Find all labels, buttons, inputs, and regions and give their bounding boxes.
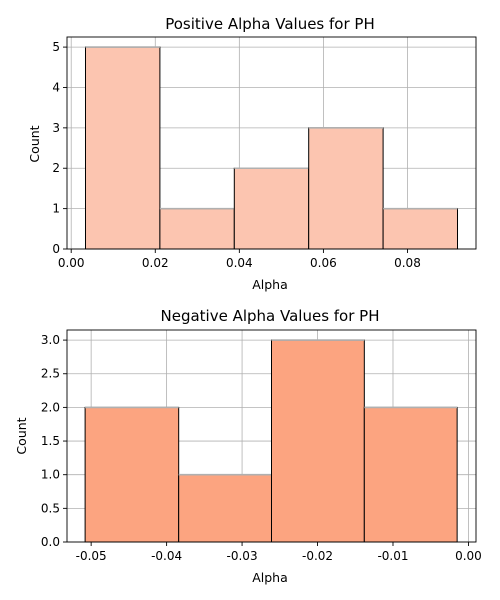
positive-alpha-chart: Positive Alpha Values for PH Alpha Count… [27,15,477,292]
y-tick-label: 4 [52,80,60,94]
y-axis-label: Count [27,125,42,162]
axes-frame [66,36,477,250]
x-tick-label: -0.02 [302,549,333,563]
histogram-bar-1 [84,406,180,543]
y-tick-label: 0.0 [41,535,60,549]
x-tick-label: 0.08 [394,256,421,270]
histogram-bar-4 [308,127,384,250]
y-tick-label: 3.0 [41,333,60,347]
x-ticks: 0.00 0.02 0.04 0.06 0.08 [58,249,421,270]
y-tick-label: 0.5 [41,501,60,515]
y-tick-label: 1 [52,202,60,216]
x-tick-label: -0.05 [76,549,107,563]
bars [84,46,459,250]
x-tick-label: -0.04 [151,549,182,563]
x-tick-label: 0.02 [142,256,169,270]
x-tick-label: 0.00 [455,549,482,563]
histogram-bar-3 [233,167,310,250]
histogram-bar-2 [178,474,273,543]
x-tick-label: -0.01 [377,549,408,563]
y-tick-label: 1.5 [41,434,60,448]
y-tick-label: 2 [52,161,60,175]
x-tick-label: 0.06 [310,256,337,270]
y-tick-label: 3 [52,121,60,135]
chart-title: Negative Alpha Values for PH [161,307,380,325]
x-tick-label: 0.04 [226,256,253,270]
x-tick-label: -0.03 [227,549,258,563]
bars [84,339,458,543]
x-axis-label: Alpha [252,277,288,292]
negative-alpha-chart: Negative Alpha Values for PH Alpha Count… [14,307,482,585]
y-tick-label: 1.0 [41,468,60,482]
y-tick-label: 2.5 [41,367,60,381]
y-axis-label: Count [14,417,29,454]
y-tick-label: 2.0 [41,400,60,414]
histogram-bar-2 [159,208,235,250]
chart-title: Positive Alpha Values for PH [165,15,375,33]
x-tick-label: 0.00 [58,256,85,270]
histogram-bar-1 [84,46,161,250]
y-ticks: 0 1 2 3 4 5 [52,40,67,256]
y-tick-label: 5 [52,40,60,54]
histogram-bar-5 [382,208,459,250]
x-ticks: -0.05 -0.04 -0.03 -0.02 -0.01 0.00 [76,542,482,563]
histogram-bar-3 [271,339,365,543]
y-tick-label: 0 [52,242,60,256]
histogram-bar-4 [363,406,458,543]
axes-frame [66,329,477,543]
y-ticks: 0.0 0.5 1.0 1.5 2.0 2.5 3.0 [41,333,67,549]
x-axis-label: Alpha [252,570,288,585]
